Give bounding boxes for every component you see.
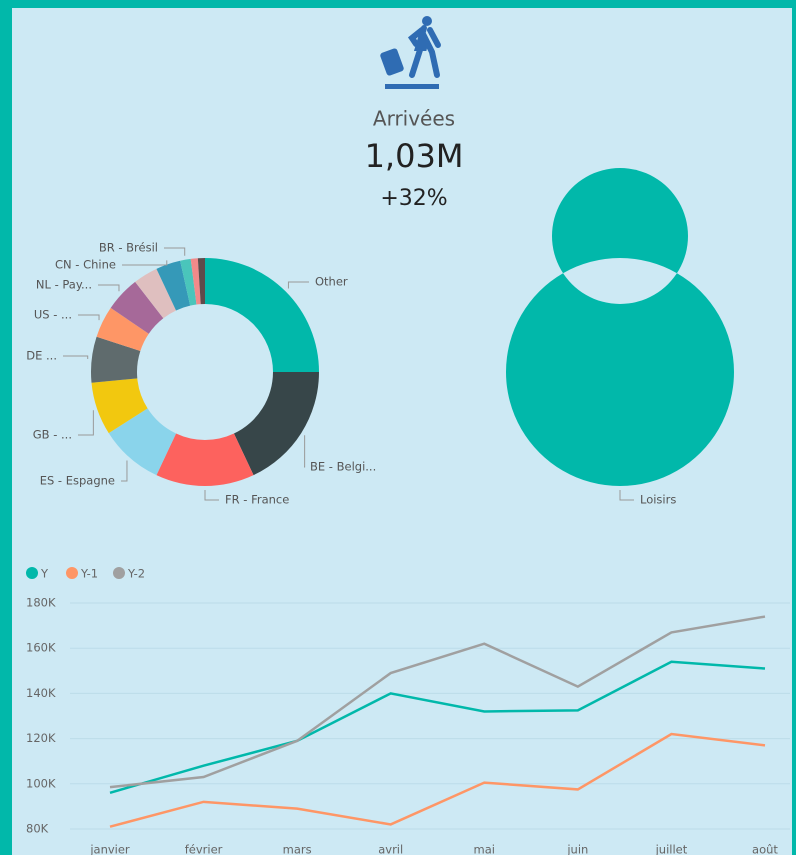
donut-slice [135,268,177,319]
leader-line [78,314,100,321]
slice-label: BE - Belgi... [310,460,376,474]
y-tick-label: 80K [26,821,49,835]
x-tick-label: juin [566,843,588,855]
donut-slice [110,281,164,334]
legend-label: Y [40,567,49,581]
x-tick-label: mai [474,843,495,855]
donut-slice [108,408,177,476]
leader-line [98,284,120,292]
legend-label: Y-1 [80,567,98,581]
donut-slice [96,307,149,351]
slice-label: NL - Pay... [36,278,92,292]
leader-line [619,490,634,501]
donut-slice [205,258,319,372]
x-tick-label: janvier [89,843,130,855]
donut-slice [197,258,205,305]
slice-label: ES - Espagne [40,474,115,488]
line-series [109,732,766,828]
kpi-icon [380,16,441,89]
leader-line [164,247,186,256]
y-tick-label: 100K [26,776,56,790]
x-tick-label: juillet [655,843,688,855]
donut-slice [91,378,148,434]
slice-label: GB - ... [33,428,72,442]
donut-slice [190,258,201,305]
donut-slice [233,372,319,476]
leader-line [122,260,168,266]
leader-line [287,281,309,289]
x-tick-label: mars [283,843,312,855]
leader-line [121,460,128,482]
kpi-change: +32% [380,186,447,211]
x-tick-label: avril [378,843,403,855]
slice-label: Loisirs [640,493,676,507]
legend-marker [113,567,125,579]
kpi-value: 1,03M [365,137,464,175]
kpi-label: Arrivées [373,107,455,131]
slice-label: FR - France [225,493,289,507]
donut-slice [180,258,197,306]
legend-marker [26,567,38,579]
slice-label: DE ... [26,349,57,363]
x-tick-label: août [752,843,778,855]
slice-label: BR - Brésil [99,241,158,255]
slice-label: CN - Chine [55,258,116,272]
donut-slice [156,433,254,486]
donut-slice [156,260,191,311]
leader-line [304,435,306,468]
leader-line [78,410,94,436]
legend-marker [66,567,78,579]
y-tick-label: 120K [26,731,56,745]
slice-label: US - ... [34,308,72,322]
leader-line [204,490,219,501]
y-tick-label: 140K [26,686,56,700]
y-tick-label: 160K [26,641,56,655]
slice-label: Other [315,275,348,289]
legend-label: Y-2 [127,567,145,581]
donut-slice [505,167,734,487]
line-series [109,615,766,789]
line-series [109,660,766,795]
leader-line [63,355,89,360]
donut-slice [91,336,141,383]
y-tick-label: 180K [26,596,56,610]
x-tick-label: février [185,843,223,855]
